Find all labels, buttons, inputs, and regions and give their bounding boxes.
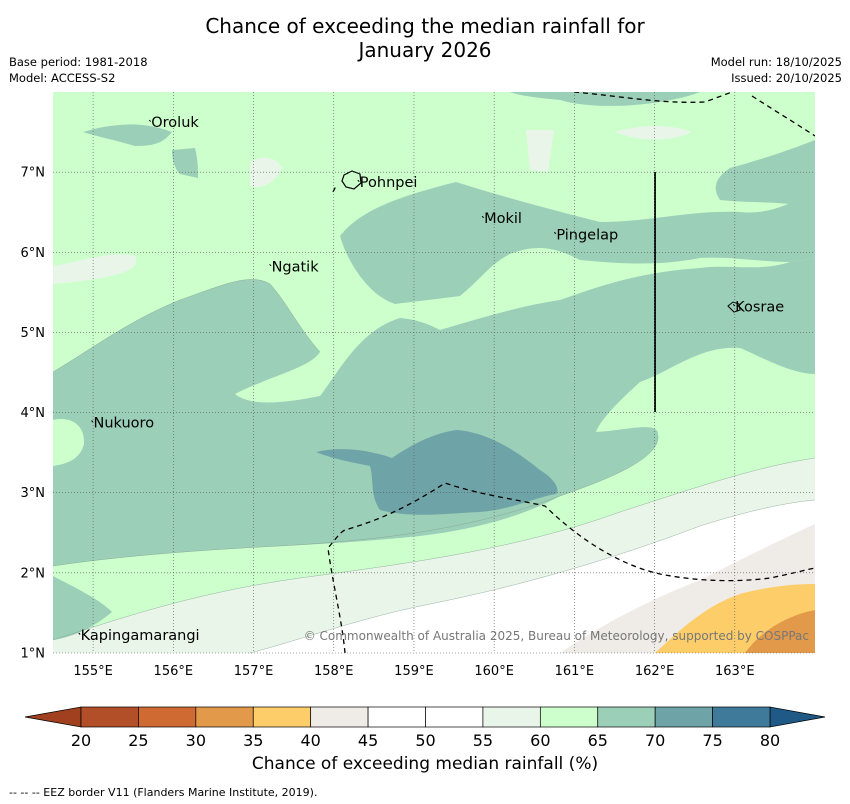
colorbar-tick-label: 75: [702, 731, 722, 750]
y-axis-ticks: 1°N 2°N 3°N 4°N 5°N 6°N 7°N: [21, 166, 46, 662]
contour-lines: [53, 279, 815, 653]
metadata-left: Base period: 1981-2018 Model: ACCESS-S2: [9, 54, 148, 86]
place-marker-pohnpei: [357, 179, 360, 183]
lon-tick-label: 156°E: [154, 664, 194, 679]
patch-mid-kapinga: [53, 576, 112, 640]
lon-tick-label: 160°E: [474, 664, 514, 679]
colorbar-tick-label: 60: [530, 731, 550, 750]
title-line-2: January 2026: [358, 38, 492, 62]
model-run-text: Model run: 18/10/2025: [710, 55, 842, 69]
place-label-kosrae: Kosrae: [735, 299, 784, 315]
colorbar-tick-label: 35: [243, 731, 263, 750]
copyright-text: © Commonwealth of Australia 2025, Bureau…: [304, 629, 809, 643]
colorbar-tick-label: 50: [415, 731, 435, 750]
metadata-right: Model run: 18/10/2025 Issued: 20/10/2025: [711, 54, 842, 86]
pohnpei-island-outline: [341, 170, 362, 190]
place-marker-kosrae: [732, 304, 736, 307]
colorbar-label: Chance of exceeding median rainfall (%): [251, 754, 599, 774]
patch-light-north-2: [526, 130, 554, 172]
patch-light-west: [53, 254, 137, 284]
lon-tick-label: 159°E: [394, 664, 434, 679]
patch-mid-oroluk-2: [172, 148, 198, 178]
place-label-oroluk: Oroluk: [151, 115, 199, 131]
place-label-nukuoro: Nukuoro: [94, 416, 155, 432]
band-65-70-top: [510, 92, 700, 106]
colorbar-segment: [138, 706, 197, 728]
footnote-eez: -- -- -- EEZ border V11 (Flanders Marine…: [9, 786, 318, 799]
issued-text: Issued: 20/10/2025: [731, 71, 842, 85]
colorbar-tick-label: 65: [588, 731, 608, 750]
model-text: Model: ACCESS-S2: [9, 71, 116, 85]
patch-mid-oroluk: [83, 124, 172, 146]
colorbar-tick-label: 20: [71, 731, 91, 750]
band-30-35: [745, 610, 815, 653]
colorbar-segment: [539, 706, 599, 728]
place-label-mokil: Mokil: [484, 211, 522, 227]
place-label-pohnpei: Pohnpei: [360, 175, 418, 191]
band-65-70-north: [340, 182, 815, 304]
colorbar: 20 25 30 35 40 45 50 55 60 65 70 75 80: [24, 706, 826, 750]
place-marker-ngatik: [269, 263, 272, 267]
band-70-75: [316, 430, 558, 515]
colorbar-segment: [252, 706, 312, 728]
place-marker-mokil: [481, 215, 484, 219]
lat-tick-label: 1°N: [21, 647, 46, 662]
lon-tick-label: 162°E: [635, 664, 675, 679]
lon-tick-label: 163°E: [715, 664, 755, 679]
band-65-70: [53, 258, 815, 566]
lat-tick-label: 3°N: [21, 486, 46, 501]
colorbar-under-arrow: [24, 706, 82, 728]
colorbar-segment: [482, 706, 541, 728]
colorbar-tick-label: 40: [300, 731, 320, 750]
lat-tick-label: 2°N: [21, 566, 46, 581]
colorbar-segment: [310, 706, 369, 728]
place-marker-oroluk: [148, 119, 152, 122]
colorbar-tick-label: 30: [186, 731, 206, 750]
map-title: Chance of exceeding the median rainfall …: [0, 14, 850, 62]
colorbar-tick-label: 45: [358, 731, 378, 750]
colorbar-tick-label: 25: [128, 731, 148, 750]
lon-tick-label: 157°E: [234, 664, 274, 679]
lat-tick-label: 7°N: [21, 166, 46, 181]
base-period-text: Base period: 1981-2018: [9, 55, 148, 69]
patch-light-nukuoro: [53, 419, 85, 466]
place-marker-pingelap: [553, 231, 557, 235]
colorbar-tick-label: 80: [760, 731, 780, 750]
kosrae-island-outline: [727, 301, 741, 313]
colorbar-segment: [367, 706, 426, 728]
place-label-pingelap: Pingelap: [556, 227, 618, 243]
colorbar-segment: [195, 706, 254, 728]
colorbar-segment: [597, 706, 656, 728]
colorbar-tick-label: 70: [645, 731, 665, 750]
contour-layers: [53, 92, 815, 653]
colorbar-segment: [425, 706, 484, 728]
place-label-ngatik: Ngatik: [272, 259, 320, 275]
x-axis-ticks: 155°E 156°E 157°E 158°E 159°E 160°E 161°E 162°E…: [73, 664, 754, 679]
place-markers: Oroluk Pohnpei Mokil Pingelap Ngatik Kosrae Nu…: [78, 115, 784, 644]
colorbar-over-arrow: [769, 706, 826, 728]
band-65-70-ne: [715, 140, 815, 210]
lat-tick-label: 6°N: [21, 246, 46, 261]
gridlines: [53, 92, 815, 654]
colorbar-segment: [712, 706, 771, 728]
place-marker-kapingamarangi: [78, 632, 81, 635]
patch-light-north-3: [615, 126, 692, 140]
lat-tick-label: 5°N: [21, 326, 46, 341]
colorbar-tick-label: 55: [473, 731, 493, 750]
place-marker-nukuoro: [91, 420, 94, 423]
lon-tick-label: 161°E: [555, 664, 595, 679]
lon-tick-label: 158°E: [314, 664, 354, 679]
place-label-kapingamarangi: Kapingamarangi: [81, 628, 200, 644]
colorbar-segment: [80, 706, 139, 728]
title-line-1: Chance of exceeding the median rainfall …: [205, 14, 645, 38]
lat-tick-label: 4°N: [21, 406, 46, 421]
lon-tick-label: 155°E: [73, 664, 113, 679]
colorbar-segment: [654, 706, 713, 728]
